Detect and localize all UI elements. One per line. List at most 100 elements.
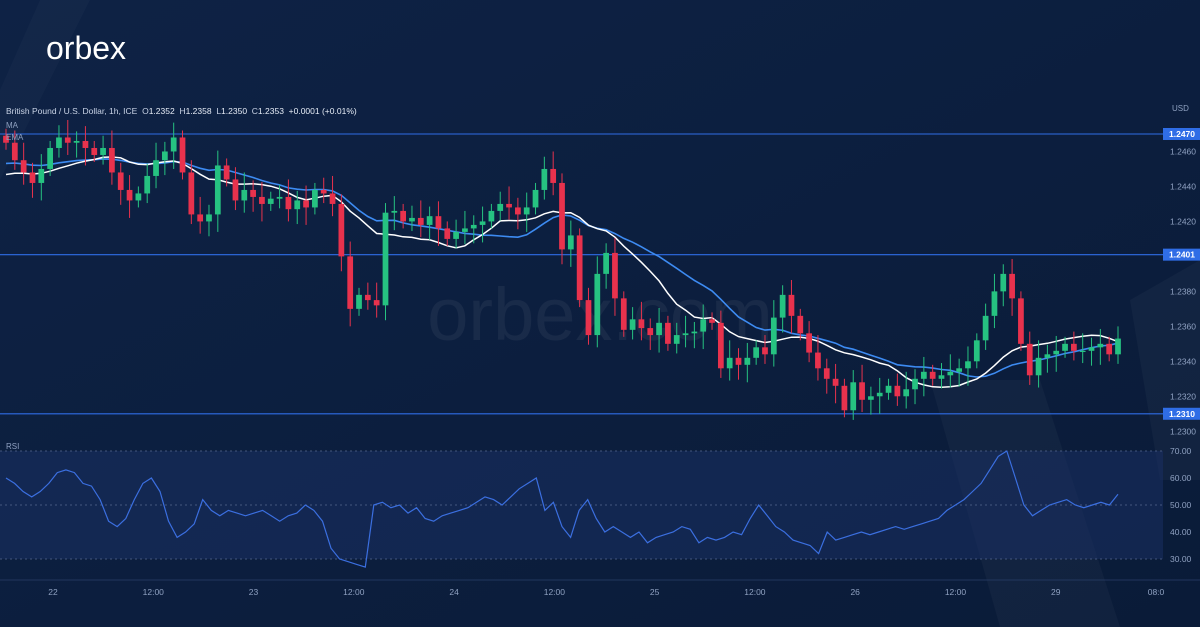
candle-body <box>20 160 27 173</box>
candle-body <box>135 193 142 201</box>
level-tag <box>1163 127 1200 140</box>
symbol-info: British Pound / U.S. Dollar, 1h, ICE O1.… <box>6 106 357 116</box>
price-tick-label: 1.2320 <box>1170 391 1196 401</box>
candle-body <box>3 135 9 143</box>
candle-body <box>409 217 415 222</box>
time-tick-label: 29 <box>1051 587 1061 597</box>
candle-body <box>841 385 848 411</box>
candle-body <box>629 319 636 330</box>
candle-body <box>479 221 486 225</box>
candle-body <box>612 252 618 299</box>
price-tick-label: 1.2380 <box>1170 286 1196 296</box>
rsi-label: RSI <box>6 442 20 451</box>
time-tick-label: 22 <box>48 587 58 597</box>
open-label: O <box>142 106 149 116</box>
close-label: C <box>251 106 258 116</box>
candle-body <box>197 214 204 222</box>
candle-body <box>1071 343 1077 351</box>
candle-body <box>497 203 504 211</box>
candle-body <box>920 371 927 379</box>
candle-body <box>1097 343 1104 348</box>
candle-body <box>859 382 865 400</box>
candle-body <box>532 189 539 208</box>
candle-body <box>797 315 804 334</box>
candle-body <box>823 368 830 379</box>
time-tick-label: 12:00 <box>744 587 766 597</box>
candle-body <box>453 231 459 239</box>
candle-body <box>338 203 345 257</box>
candle-body <box>126 189 133 201</box>
candle-body <box>153 160 159 176</box>
candle-body <box>444 228 451 239</box>
candle-body <box>744 357 751 365</box>
candle-body <box>1053 350 1060 355</box>
candle-body <box>682 333 689 336</box>
candle-body <box>1115 338 1121 355</box>
rsi-plot <box>5 450 1119 568</box>
rsi-axis: 70.00 60.00 50.00 40.00 30.00 <box>1170 446 1192 564</box>
candle-body <box>1018 298 1024 344</box>
candle-body <box>91 147 98 155</box>
level-tag-label: 1.2401 <box>1169 250 1195 260</box>
candle-body <box>400 210 407 222</box>
candle-body <box>38 168 45 183</box>
candle-body <box>885 385 892 393</box>
candle-body <box>973 340 980 362</box>
candle-body <box>788 294 795 316</box>
price-tick-label: 1.2360 <box>1170 321 1196 331</box>
candle-body <box>303 200 309 208</box>
candle-body <box>170 137 177 152</box>
candle-body <box>1026 343 1033 376</box>
rsi-tick-label: 30.00 <box>1170 554 1192 564</box>
candle-body <box>29 172 36 183</box>
candle-body <box>214 165 221 215</box>
candle-body <box>364 294 371 301</box>
candle-body <box>267 198 274 204</box>
candle-body <box>647 328 654 336</box>
time-tick-label: 08:0 <box>1148 587 1165 597</box>
price-tick-label: 1.2300 <box>1170 426 1196 436</box>
high-value: 1.2358 <box>185 106 212 116</box>
candle-body <box>912 378 918 390</box>
candle-body <box>982 315 989 341</box>
indicator-ma-label: MA <box>6 121 18 130</box>
time-tick-label: 12:00 <box>544 587 566 597</box>
candle-body <box>347 256 354 309</box>
candle-body <box>188 172 195 215</box>
candle-body <box>903 389 910 397</box>
candle-body <box>559 182 565 250</box>
time-tick-label: 25 <box>650 587 660 597</box>
candle-body <box>550 168 557 183</box>
candle-body <box>850 382 857 411</box>
candle-body <box>947 371 954 376</box>
candle-body <box>320 189 327 194</box>
candle-body <box>806 333 812 353</box>
candle-body <box>832 378 839 386</box>
candle-body <box>656 322 662 336</box>
candle-body <box>929 371 936 379</box>
level-tag-label: 1.2470 <box>1169 129 1195 139</box>
candle-body <box>276 196 283 199</box>
time-tick-label: 12:00 <box>143 587 165 597</box>
candle-body <box>241 189 248 201</box>
candle-body <box>144 175 151 194</box>
candle-body <box>1009 273 1015 299</box>
candle-body <box>506 203 512 208</box>
candle-body <box>673 335 680 344</box>
candle-body <box>717 322 724 369</box>
candle-body <box>523 207 530 215</box>
candle-body <box>470 224 477 229</box>
candle-body <box>1044 354 1051 358</box>
candle-body <box>109 147 115 173</box>
candle-body <box>753 347 760 358</box>
candle-body <box>488 210 495 222</box>
time-axis: 22 12:00 23 12:00 24 12:00 25 12:00 26 12:00 29 08:… <box>48 587 1164 597</box>
level-tag-label: 1.2310 <box>1169 409 1195 419</box>
price-tick-label: 1.2460 <box>1170 146 1196 156</box>
candle-body <box>938 375 945 379</box>
candle-body <box>965 361 971 369</box>
candle-body <box>312 189 318 208</box>
candle-body <box>82 140 89 148</box>
level-tag <box>1163 248 1200 261</box>
